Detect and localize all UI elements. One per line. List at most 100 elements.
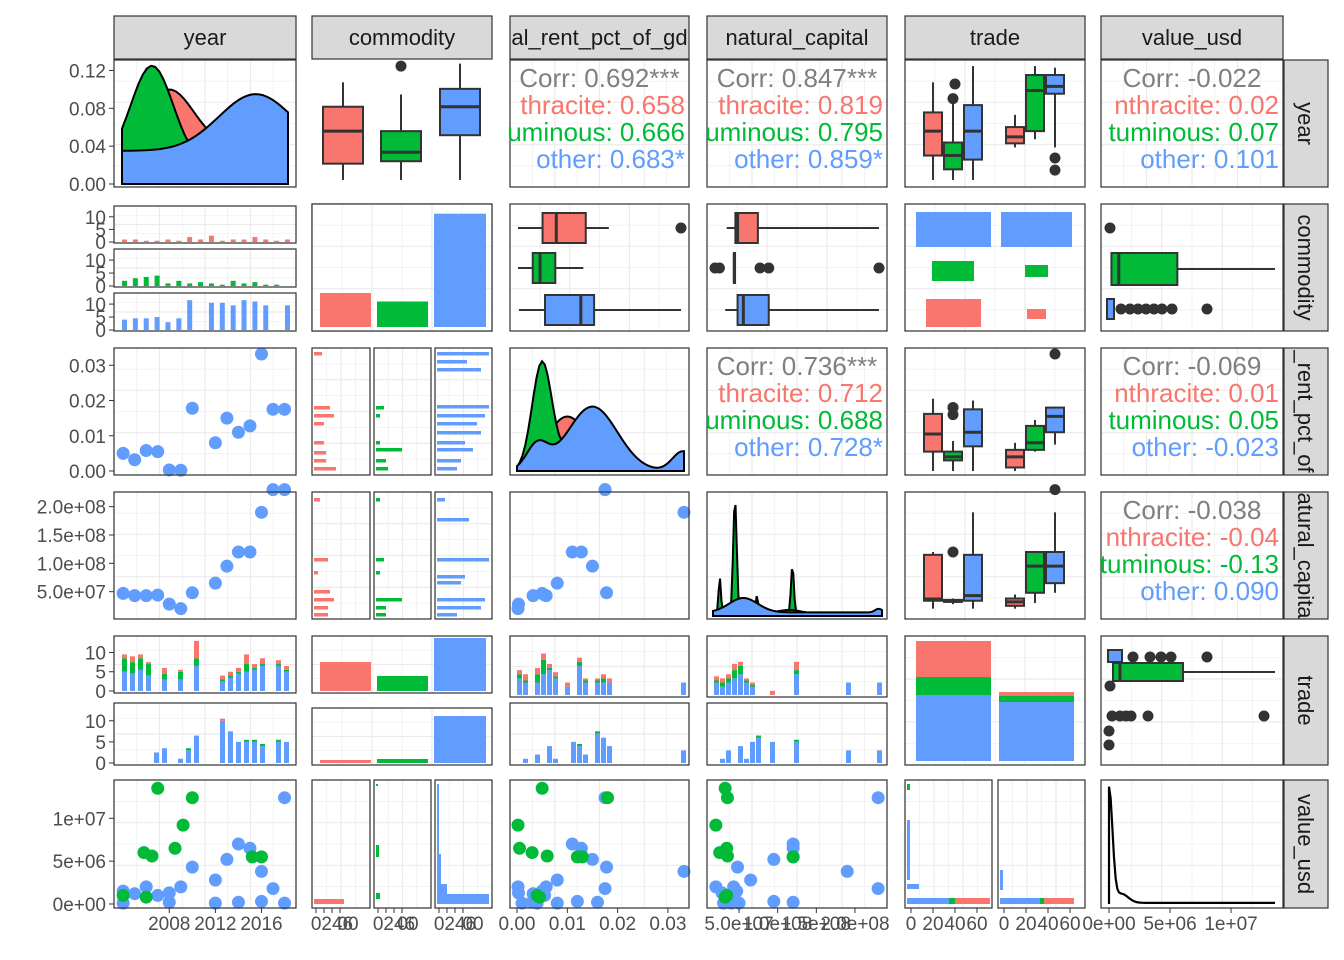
bar-commodity-anthracite [320, 760, 371, 763]
stacked-bar-other [553, 678, 558, 695]
xtick-label-natural-capital: 2.0e+08 [820, 914, 889, 935]
stacked-bar-anthracite [720, 678, 725, 683]
point-p20 [174, 463, 188, 477]
point-p52 [533, 890, 547, 904]
corr-text-other: other: 0.683* [536, 144, 685, 174]
ytick-label-trade-count: 5 [95, 733, 106, 754]
bar-year-count-anthracite [187, 236, 193, 242]
stacked-bar-bituminous [252, 667, 257, 670]
stacked-bar-bituminous [252, 739, 257, 742]
stacked-bar-anthracite [523, 674, 528, 681]
p33-border [706, 491, 888, 620]
hist-bar-anthracite [314, 459, 326, 463]
bar-year-count-bituminous [165, 283, 171, 286]
density-value-usd [1107, 786, 1275, 904]
stacked-bar-bituminous [577, 661, 582, 666]
point-p53 [871, 791, 885, 805]
hist-bar-bituminous [376, 498, 380, 502]
ytick-label-rent: 0.02 [69, 392, 106, 413]
strip-row-label-year: year [1293, 102, 1318, 145]
stacked-bar-other [236, 673, 241, 691]
density-rent-other [516, 405, 685, 472]
stacked-bar-anthracite [541, 653, 546, 660]
point-p20 [220, 411, 234, 425]
hist-bar-other [907, 820, 910, 880]
point-p50 [162, 886, 176, 900]
stacked-bar-bituminous [577, 744, 582, 747]
strip-col-label-year: year [184, 25, 227, 50]
bar-year-count-anthracite [154, 240, 160, 242]
point-p32 [677, 505, 691, 519]
p40-top-border [113, 635, 297, 694]
point-p52 [511, 880, 525, 894]
corr-2-5-border [1100, 347, 1284, 476]
xtick-label-trade-count: 0 [906, 914, 917, 935]
point-p30 [266, 483, 280, 497]
tile-bituminous-trade1 [932, 261, 974, 281]
bar-year-count-anthracite [132, 239, 138, 242]
xtick-label-trade-count: 60 [966, 914, 987, 935]
bar-year-count-other [165, 322, 171, 330]
hbox-anthracite [734, 212, 759, 244]
bar-year-count-other [285, 305, 290, 330]
corr-text-overall: Corr: -0.038 [1123, 495, 1262, 525]
stacked-bar-other [228, 731, 233, 763]
corr-0-3-border [706, 59, 888, 188]
tile-anthracite-trade2 [1027, 309, 1046, 319]
hbox-outlier [1201, 303, 1213, 315]
hbox-outlier [763, 262, 775, 274]
p11-border [311, 203, 493, 332]
stacked-bar-other [194, 735, 199, 763]
stacked-bar-other [244, 741, 249, 763]
stacked-bar-bituminous [726, 678, 731, 683]
point-p32 [585, 559, 599, 573]
bar-year-count-bituminous [274, 284, 280, 286]
tile-anthracite-trade1 [926, 299, 981, 327]
stacked-bar-other [794, 741, 799, 763]
stacked-bar-other [732, 678, 737, 695]
stacked-bar-other [194, 665, 199, 691]
stacked-bar-bituminous [541, 659, 546, 675]
hist-bar-other [437, 360, 467, 364]
density-natural-capital-other [712, 597, 883, 617]
hbox-outlier [873, 262, 885, 274]
point-p50 [139, 880, 153, 894]
bar-year-count-anthracite [143, 240, 149, 242]
point-p50 [254, 894, 268, 908]
strip-row-total_rent_pct_of_gdp [1283, 347, 1329, 476]
box-outlier [947, 546, 959, 558]
stacked-bar-other [571, 741, 576, 763]
corr-2-3-border [706, 347, 888, 476]
point-p52 [575, 850, 589, 864]
stacked-bar-other [523, 758, 528, 763]
point-p50 [266, 882, 280, 896]
stacked-bar-other [681, 750, 686, 763]
hbox-outlier [1115, 303, 1127, 315]
p34-border [904, 491, 1086, 620]
stacked-bar-other [553, 758, 558, 763]
strip-col-total_rent_pct_of_gdp [509, 15, 690, 60]
stacked-bar-other [186, 750, 191, 763]
hist-bar-bituminous [376, 441, 380, 445]
ytick-label-commodity-count: 5 [95, 264, 106, 285]
bar-year-count-bituminous [230, 280, 236, 286]
hist-bar-bituminous [376, 558, 384, 562]
p31-sub0-border [311, 491, 371, 620]
stacked-bar-bituminous [523, 680, 528, 683]
corr-0-2-border [509, 59, 690, 188]
stacked-bar-other [877, 750, 882, 763]
xtick-label-rent: 0.00 [499, 914, 536, 935]
bar-year-count-anthracite [230, 239, 236, 242]
ytick-label-natural-capital: 1.5e+08 [37, 526, 106, 547]
stacked-bar-other [260, 746, 265, 763]
point-p30 [162, 597, 176, 611]
bar-commodity-other [434, 716, 486, 763]
ytick-label-commodity-count: 0 [95, 321, 106, 342]
corr-text-anthracite: thracite: 0.712 [718, 378, 883, 408]
stacked-bar-other [220, 681, 225, 691]
point-p52 [550, 873, 564, 887]
stacked-bar-other [284, 741, 289, 763]
stacked-bar-anthracite [284, 665, 289, 670]
point-p50 [278, 896, 292, 910]
point-p30 [139, 589, 153, 603]
